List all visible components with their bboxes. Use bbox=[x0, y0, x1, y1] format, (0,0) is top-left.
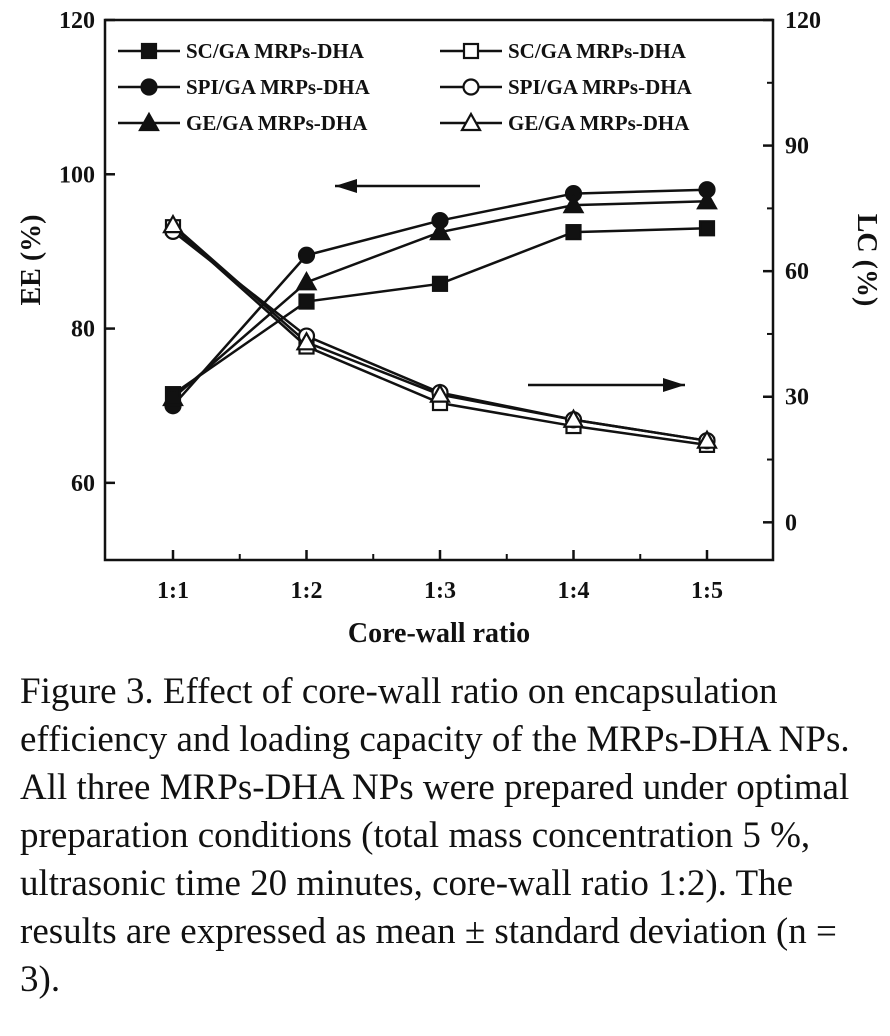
x-axis-title: Core-wall ratio bbox=[348, 618, 530, 649]
legend-marker bbox=[460, 111, 482, 132]
right-tick-label: 90 bbox=[785, 134, 809, 160]
chart: 60 80 100 120 0 30 60 90 120 1:1 1:2 1:3 1:4 1:5 Core-… bbox=[16, 8, 882, 649]
legend-marker bbox=[140, 42, 158, 60]
axes: 60 80 100 120 0 30 60 90 120 1:1 1:2 1:3 1:4 1:5 Core-… bbox=[16, 8, 882, 649]
legend-marker bbox=[138, 111, 160, 132]
right-axis-title: LC (%) bbox=[851, 214, 882, 307]
legend-marker bbox=[462, 42, 480, 60]
data-point-4-1 bbox=[295, 271, 318, 291]
data-point-4-0 bbox=[162, 386, 184, 407]
data-point-0-1 bbox=[298, 293, 315, 310]
data-point-0-3 bbox=[565, 224, 582, 241]
x-tick-label: 1:5 bbox=[691, 578, 723, 604]
right-tick-label: 0 bbox=[785, 510, 797, 536]
data-point-0-2 bbox=[431, 275, 449, 292]
data-point-5-1 bbox=[295, 331, 318, 351]
x-tick-label: 1:4 bbox=[558, 578, 590, 604]
left-tick-label: 120 bbox=[59, 8, 95, 34]
arrow-right-lc-head bbox=[663, 378, 685, 392]
left-tick-label: 100 bbox=[59, 162, 95, 188]
x-tick-label: 1:3 bbox=[424, 578, 456, 604]
legend-label: GE/GA MRPs-DHA bbox=[186, 111, 368, 135]
right-tick-label: 120 bbox=[785, 8, 821, 34]
data-point-0-4 bbox=[698, 220, 716, 237]
figure-caption: Figure 3. Effect of core-wall ratio on e… bbox=[20, 671, 850, 1000]
legend-label: GE/GA MRPs-DHA bbox=[508, 111, 690, 135]
legend-marker bbox=[462, 78, 480, 96]
x-tick-label: 1:2 bbox=[291, 578, 323, 604]
right-tick-label: 30 bbox=[785, 385, 809, 411]
data-point-5-3 bbox=[562, 408, 585, 428]
right-tick-label: 60 bbox=[785, 259, 809, 285]
data-point-5-2 bbox=[429, 383, 451, 403]
x-tick-label: 1:1 bbox=[157, 578, 189, 604]
left-axis-title: EE (%) bbox=[16, 215, 47, 306]
data-point-4-4 bbox=[696, 190, 718, 210]
legend-label: SPI/GA MRPs-DHA bbox=[508, 75, 693, 99]
legend-label: SPI/GA MRPs-DHA bbox=[186, 75, 371, 99]
data-point-2-1 bbox=[297, 246, 316, 264]
data-point-4-3 bbox=[562, 193, 585, 214]
left-tick-label: 80 bbox=[71, 317, 95, 343]
legend-marker bbox=[140, 78, 158, 96]
arrows bbox=[335, 179, 685, 392]
chart-container: 60 80 100 120 0 30 60 90 120 1:1 1:2 1:3 1:4 1:5 Core-… bbox=[16, 8, 882, 649]
series-line-0 bbox=[172, 227, 708, 396]
legend-label: SC/GA MRPs-DHA bbox=[186, 39, 365, 63]
left-tick-label: 60 bbox=[71, 471, 95, 497]
arrow-left-ee-head bbox=[335, 179, 357, 193]
data-point-4-2 bbox=[429, 220, 451, 241]
series-line-1 bbox=[172, 226, 708, 447]
legend-label: SC/GA MRPs-DHA bbox=[508, 39, 687, 63]
data-point-5-4 bbox=[696, 429, 718, 449]
data-point-5-0 bbox=[162, 213, 184, 234]
series-layer bbox=[162, 181, 718, 453]
legend: SC/GA MRPs-DHA SC/GA MRPs-DHA SPI/GA MRPs-… bbox=[118, 39, 693, 135]
